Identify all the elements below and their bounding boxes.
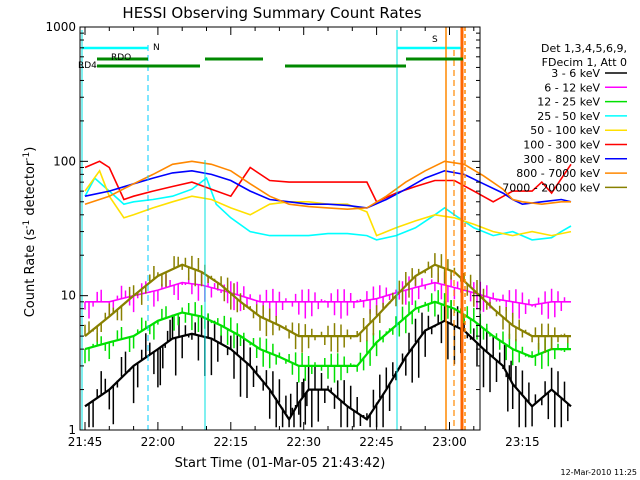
- y-tick-label: 100: [53, 154, 76, 168]
- legend-entry-label: 3 - 6 keV: [551, 67, 600, 80]
- legend-entry-label: 6 - 12 keV: [544, 81, 600, 94]
- x-tick-label: 22:00: [141, 435, 176, 449]
- y-label-part-2: detector: [23, 160, 38, 220]
- y-label-part-3: ): [23, 147, 38, 152]
- x-tick-label: 23:15: [505, 435, 540, 449]
- legend-entry-label: 50 - 100 keV: [530, 124, 600, 137]
- series-line-3: [84, 176, 572, 241]
- x-tick-label: 21:45: [68, 435, 103, 449]
- x-tick-label: 22:45: [359, 435, 394, 449]
- legend-entry-label: 100 - 300 keV: [523, 139, 600, 152]
- y-label-part-1: Count Rate (s: [23, 229, 38, 318]
- y-tick-label: 1: [68, 423, 76, 437]
- y-axis-label: Count Rate (s-1 detector-1): [22, 147, 38, 318]
- series-noise-8: [84, 253, 569, 353]
- series-line-4: [84, 169, 572, 237]
- x-tick-label: 23:00: [432, 435, 467, 449]
- overlay-layer: N S RDO RD4: [78, 27, 466, 430]
- rdo-label: RDO: [111, 53, 131, 63]
- y-label-sup-1: -1: [22, 220, 32, 229]
- chart-title: HESSI Observing Summary Count Rates: [122, 4, 421, 22]
- legend-entry-label: 12 - 25 keV: [537, 96, 600, 109]
- series-line-5: [84, 160, 572, 203]
- plot-frame: [79, 26, 481, 431]
- x-axis-label: Start Time (01-Mar-05 21:43:42): [175, 456, 386, 471]
- legend-entry-label: 300 - 800 keV: [523, 153, 600, 166]
- series-layer: [84, 160, 572, 428]
- legend-entry-label: 25 - 50 keV: [537, 110, 600, 123]
- x-tick-label: 22:15: [214, 435, 249, 449]
- legend: Det 1,3,4,5,6,9, FDecim 1, Att 0 3 - 6 k…: [502, 42, 627, 194]
- series-noise-0: [88, 300, 569, 428]
- y-label-sup-2: -1: [22, 152, 32, 161]
- axes-layer: 21:45 22:00 22:15 22:30 22:45 23:00 23:15 1 10 10…: [45, 20, 539, 449]
- series-line-7: [84, 160, 571, 211]
- x-tick-label: 22:30: [286, 435, 321, 449]
- night-label: N: [153, 43, 160, 53]
- y-tick-label: 1000: [45, 20, 76, 34]
- date-stamp: 12-Mar-2010 11:25: [561, 468, 638, 477]
- legend-entry-label: 7000 - 20000 keV: [502, 181, 600, 194]
- rd4-label: RD4: [78, 61, 97, 71]
- legend-header-1: Det 1,3,4,5,6,9,: [541, 42, 627, 55]
- series-noise-2: [84, 290, 569, 383]
- legend-header-2: FDecim 1, Att 0: [542, 56, 627, 69]
- y-tick-label: 10: [61, 289, 76, 303]
- legend-entry-label: 800 - 7000 keV: [516, 167, 600, 180]
- series-line-6: [84, 169, 572, 209]
- saa-label: S: [432, 35, 438, 45]
